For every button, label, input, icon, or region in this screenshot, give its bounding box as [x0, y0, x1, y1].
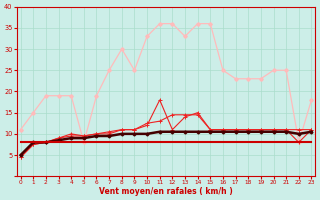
X-axis label: Vent moyen/en rafales ( km/h ): Vent moyen/en rafales ( km/h ): [99, 187, 233, 196]
